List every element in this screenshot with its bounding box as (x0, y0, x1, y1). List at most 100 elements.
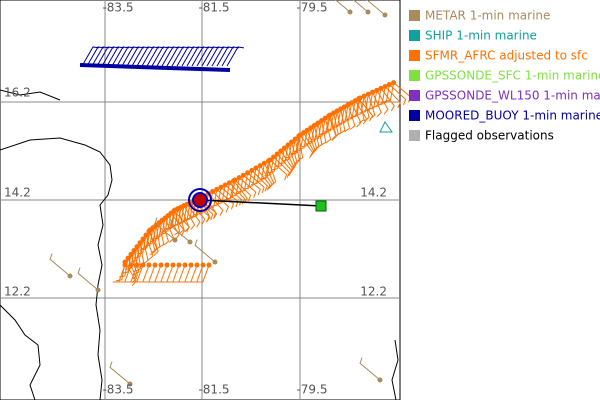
barb (230, 177, 240, 197)
barb (139, 231, 150, 251)
barb (331, 108, 342, 129)
barb (152, 220, 163, 240)
coast (0, 89, 61, 101)
obs-dot (274, 151, 280, 157)
obs-dot (158, 262, 164, 268)
obs-dot (322, 115, 328, 121)
barb (146, 225, 157, 245)
obs-dot (257, 163, 263, 169)
obs-dot (357, 95, 363, 101)
obs-dot (152, 262, 158, 268)
barb (106, 46, 125, 67)
barb (367, 90, 378, 110)
obs-dot (128, 262, 134, 268)
buoy-track (79, 63, 231, 72)
barb (384, 86, 401, 109)
obs-dot (218, 184, 224, 190)
barb (247, 172, 265, 194)
legend-label: METAR 1-min marine (425, 9, 550, 23)
barb (81, 46, 100, 67)
barb (181, 46, 200, 67)
obs-dot (140, 236, 146, 242)
barb (101, 46, 120, 67)
barb (234, 175, 244, 195)
barb (126, 46, 145, 67)
barb (156, 46, 175, 67)
barb (131, 46, 150, 67)
barb (221, 46, 240, 67)
obs-dot (240, 172, 246, 178)
barb (124, 250, 135, 270)
target-ring (188, 188, 212, 212)
barb (196, 46, 215, 67)
barb (242, 170, 253, 190)
barb (211, 46, 230, 67)
barb (161, 213, 172, 233)
barb (371, 88, 382, 108)
barb (207, 189, 218, 209)
barb (151, 46, 170, 67)
legend-label: SFMR_AFRC adjusted to sfc (425, 49, 588, 63)
obs-dot (267, 157, 273, 163)
obs-dot (361, 93, 367, 99)
obs-dot (391, 80, 397, 86)
barb (165, 209, 176, 230)
lon-label: -83.5 (102, 1, 133, 15)
barb (177, 208, 185, 234)
barb (216, 188, 235, 210)
barb (166, 46, 185, 67)
obs-dot (143, 232, 149, 238)
obs-dot (304, 127, 310, 133)
barb (286, 138, 296, 159)
obs-dot (170, 262, 176, 268)
legend-label: GPSSONDE_WL150 1-min marine (425, 89, 600, 103)
lon-label: -83.5 (102, 383, 133, 397)
barb (350, 97, 361, 118)
barb (168, 208, 179, 228)
obs-dot (226, 180, 232, 186)
barb (243, 174, 261, 196)
barb (320, 120, 327, 146)
coastline (0, 89, 399, 401)
obs-dot (140, 262, 146, 268)
barb (305, 125, 315, 145)
barb (186, 46, 205, 67)
barb (111, 46, 130, 67)
barb (109, 361, 131, 385)
coast (391, 339, 399, 401)
ship-marker (379, 121, 393, 133)
barb (201, 46, 220, 67)
barb (278, 144, 289, 165)
obs-dot (137, 240, 143, 246)
barb (255, 163, 265, 183)
barb (149, 222, 160, 243)
barb (255, 167, 271, 191)
barb (77, 267, 99, 291)
obs-dot (245, 170, 251, 176)
barb (180, 206, 190, 233)
obs-dot (308, 125, 314, 131)
barb (301, 127, 312, 148)
barb (194, 239, 216, 263)
legend-label: MOORED_BUOY 1-min marine (425, 109, 600, 123)
obs-dot (200, 262, 206, 268)
legend-label: SHIP 1-min marine (425, 29, 537, 43)
lat-label: 16.2 (4, 86, 31, 100)
barb (246, 167, 257, 188)
barb (170, 212, 185, 237)
obs-dot (146, 262, 152, 268)
obs-dot (236, 175, 242, 181)
legend-swatch (409, 90, 420, 101)
obs-dot (164, 262, 170, 268)
barb (143, 227, 154, 247)
legend: METAR 1-min marine SHIP 1-min marine SFMR_… (409, 9, 600, 143)
obs-dot (278, 148, 284, 154)
barb (116, 46, 135, 67)
lon-label: -81.5 (198, 1, 229, 15)
barb (86, 46, 105, 67)
barb (234, 179, 252, 202)
obs-dot (285, 142, 291, 148)
barb (358, 98, 374, 122)
barb (283, 147, 295, 173)
